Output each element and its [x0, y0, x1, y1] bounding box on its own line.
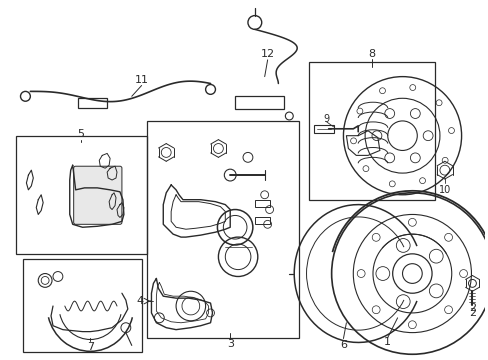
Text: 2: 2 — [468, 303, 475, 313]
Text: 9: 9 — [323, 114, 329, 124]
Bar — [23, 259, 142, 352]
Text: 6: 6 — [339, 341, 346, 350]
Text: 11: 11 — [134, 75, 148, 85]
Bar — [235, 96, 284, 109]
Bar — [254, 217, 269, 224]
FancyBboxPatch shape — [74, 166, 122, 224]
Bar — [146, 121, 299, 338]
Text: 8: 8 — [367, 49, 375, 59]
Text: 12: 12 — [260, 49, 274, 59]
Bar — [78, 98, 107, 108]
Text: 4: 4 — [136, 296, 143, 306]
Text: 5: 5 — [77, 129, 84, 139]
Bar — [313, 125, 333, 133]
Text: 10: 10 — [438, 185, 450, 195]
Text: 3: 3 — [226, 339, 233, 350]
Bar — [308, 62, 434, 200]
Bar — [16, 136, 146, 254]
Text: 7: 7 — [87, 342, 94, 352]
Bar — [254, 200, 269, 207]
Text: 2: 2 — [468, 308, 475, 318]
Text: 1: 1 — [384, 337, 390, 347]
